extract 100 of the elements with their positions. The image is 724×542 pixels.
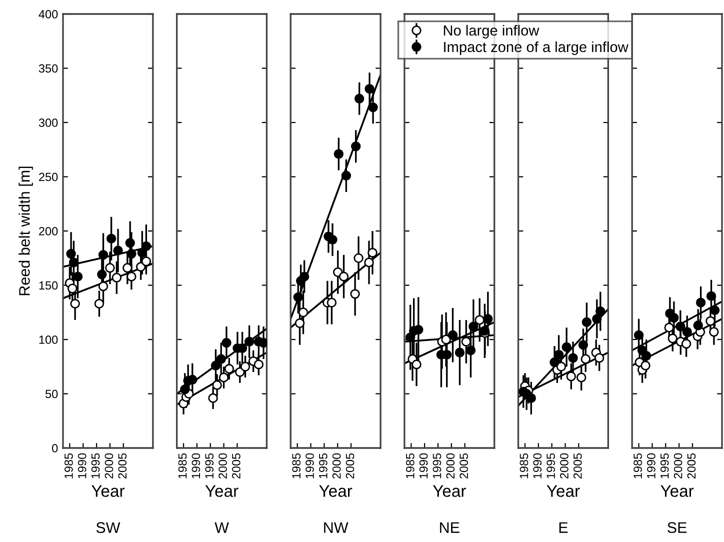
point [350,142,361,152]
x-tick-label: 2005 [346,453,354,479]
x-tick-label: 1990 [192,453,200,478]
point [582,317,592,327]
x-tick-label: 1990 [419,453,428,478]
point [66,248,76,259]
point [294,318,305,328]
point [106,234,116,244]
point [414,324,424,335]
point [212,380,222,390]
point [222,338,232,348]
point [693,320,703,330]
point [68,258,79,268]
point [126,272,136,282]
y-tick-label: 50 [45,390,58,398]
x-tick-label: 1985 [406,453,414,478]
point [364,84,374,94]
x-tick-label: 2005 [687,453,696,479]
point [298,308,308,318]
point [137,248,148,258]
x-tick-label: 2005 [573,453,582,479]
point [594,353,604,363]
point [218,372,229,382]
text: SW [96,522,120,533]
point [682,327,692,337]
point [474,315,484,325]
point [696,298,706,308]
point [668,334,678,344]
x-tick-label: 2000 [446,453,455,479]
x-tick-label: 2000 [332,453,341,479]
point [448,330,458,340]
x-axis-title: Year [319,485,352,497]
point [125,238,135,248]
x-tick-label: 1985 [520,453,528,478]
point [299,272,310,282]
point [334,149,344,159]
point [68,284,78,294]
text: SE [668,522,687,533]
x-tick-label: 2000 [218,453,227,479]
point [468,322,478,332]
point [210,360,221,370]
y-tick-label: 350 [38,64,58,73]
x-tick-label: 1985 [292,453,301,478]
x-tick-label: 1995 [318,453,328,478]
point [641,350,652,361]
point [98,281,108,292]
point [141,241,152,252]
point [580,354,590,364]
x-tick-label: 2005 [460,453,468,479]
point [640,360,650,370]
x-tick-label: 1985 [64,453,73,478]
point [112,272,122,283]
point [681,338,692,349]
point [354,94,364,104]
point [97,270,107,280]
point [676,322,686,332]
point [208,393,218,403]
point [354,253,364,263]
point [576,372,586,382]
point [180,384,190,394]
x-tick-label: 1990 [78,453,86,478]
y-tick-label: 150 [39,281,58,290]
text: W [214,522,229,533]
y-tick-label: 200 [39,227,58,236]
point [240,362,250,372]
point [293,292,304,302]
point [412,360,422,370]
text: NW [324,522,348,533]
y-tick-label: 250 [39,172,58,182]
point [254,360,264,370]
point [634,330,644,340]
y-tick-label: 300 [38,118,58,127]
x-tick-label: 2000 [560,453,568,479]
point [706,291,716,301]
point [592,314,602,324]
point [562,342,572,352]
point [70,298,80,309]
x-axis-title: Year [205,485,238,497]
legend-label: Impact zone of a large inflow [444,41,628,56]
point [364,258,374,268]
point [341,170,352,181]
y-axis-title: Reed belt width [m] [18,166,33,296]
x-tick-label: 2000 [104,453,114,479]
point [669,312,679,323]
x-tick-label: 2005 [118,453,127,479]
point [664,322,674,332]
x-tick-label: 1995 [546,453,555,478]
point [466,345,476,356]
point [105,263,115,273]
point [578,340,588,350]
point [141,256,152,266]
point [461,336,472,347]
point [710,305,720,316]
x-tick-label: 1995 [91,453,100,478]
point [338,272,349,282]
x-axis-title: Year [91,485,125,497]
point [568,353,578,363]
point [526,393,536,403]
x-axis-title: Year [432,485,466,497]
x-tick-label: 1995 [432,453,442,478]
